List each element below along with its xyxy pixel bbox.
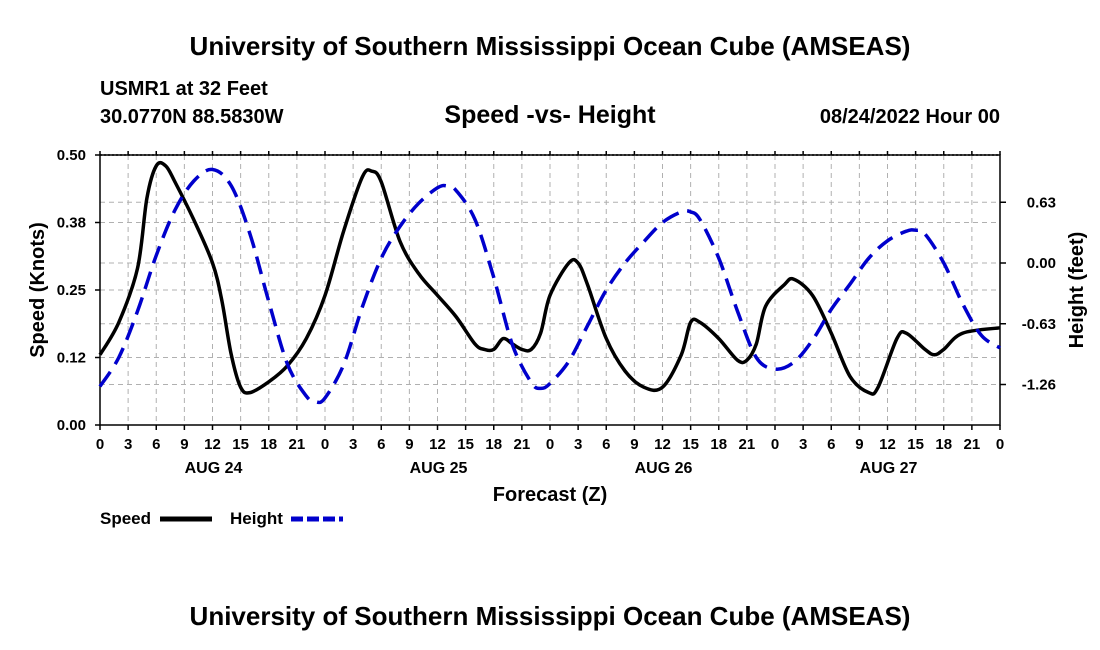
x-tick-label: 18 [710, 436, 727, 453]
x-tick-label: 9 [855, 436, 863, 453]
x-tick-label: 15 [232, 436, 249, 453]
x-tick-label: 3 [799, 436, 807, 453]
y2-tick-label: -0.63 [1022, 316, 1056, 333]
x-tick-label: 12 [429, 436, 446, 453]
day-label: AUG 25 [410, 460, 468, 477]
coordinates-label: 30.0770N 88.5830W [100, 106, 284, 128]
x-tick-label: 3 [574, 436, 582, 453]
x-tick-label: 0 [321, 436, 329, 453]
y2-axis-label: Height (feet) [1066, 232, 1088, 349]
x-tick-label: 12 [654, 436, 671, 453]
x-tick-label: 6 [152, 436, 160, 453]
legend-height-label: Height [230, 509, 283, 528]
x-tick-label: 9 [630, 436, 638, 453]
y2-tick-label: -1.26 [1022, 377, 1056, 394]
x-tick-label: 3 [349, 436, 357, 453]
x-tick-label: 12 [204, 436, 221, 453]
x-tick-label: 15 [457, 436, 474, 453]
y-tick-label: 0.25 [57, 282, 86, 299]
speed-series-line [98, 160, 1001, 396]
x-tick-label: 6 [827, 436, 835, 453]
x-tick-label: 15 [907, 436, 924, 453]
y2-tick-label: 0.00 [1027, 255, 1056, 272]
day-label: AUG 27 [860, 460, 918, 477]
x-tick-label: 12 [879, 436, 896, 453]
day-label: AUG 26 [635, 460, 693, 477]
x-tick-label: 21 [289, 436, 306, 453]
x-tick-label: 21 [739, 436, 756, 453]
x-tick-label: 3 [124, 436, 132, 453]
day-label: AUG 24 [185, 460, 243, 477]
y-tick-label: 0.00 [57, 417, 86, 434]
x-tick-label: 0 [996, 436, 1004, 453]
y-tick-label: 0.12 [57, 350, 86, 367]
y-tick-label: 0.50 [57, 147, 86, 164]
x-tick-label: 21 [964, 436, 981, 453]
legend-swatches [160, 516, 343, 522]
x-tick-label: 9 [180, 436, 188, 453]
x-tick-label: 15 [682, 436, 699, 453]
y-axis-label: Speed (Knots) [27, 222, 49, 358]
y-tick-label: 0.38 [57, 215, 86, 232]
x-tick-label: 6 [602, 436, 610, 453]
x-tick-label: 0 [771, 436, 779, 453]
y2-tick-label: 0.63 [1027, 194, 1056, 211]
x-tick-label: 18 [485, 436, 502, 453]
legend-speed-label: Speed [100, 509, 152, 528]
x-tick-label: 0 [546, 436, 554, 453]
x-tick-label: 9 [405, 436, 413, 453]
x-tick-label: 6 [377, 436, 385, 453]
forecast-date: 08/24/2022 Hour 00 [819, 106, 1000, 128]
x-tick-label: 21 [514, 436, 531, 453]
height-series-line [98, 167, 1001, 405]
footer-title: University of Southern Mississippi Ocean… [189, 601, 911, 631]
x-axis-label: Forecast (Z) [493, 484, 607, 506]
x-tick-label: 18 [935, 436, 952, 453]
main-title: University of Southern Mississippi Ocean… [189, 31, 911, 61]
x-tick-label: 0 [96, 436, 104, 453]
station-label: USMR1 at 32 Feet [100, 78, 268, 100]
chart-subtitle: Speed -vs- Height [444, 101, 656, 129]
x-tick-label: 18 [260, 436, 277, 453]
